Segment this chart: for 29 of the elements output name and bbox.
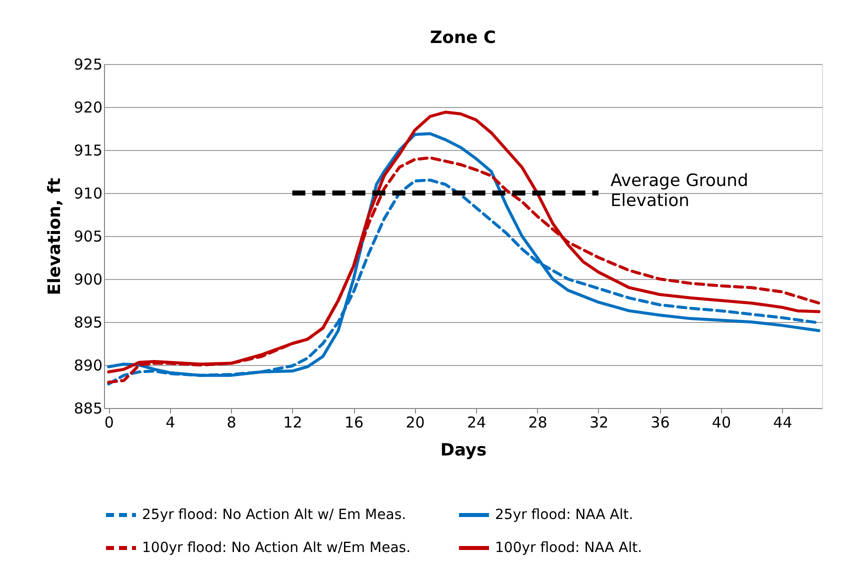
chart-title: Zone C <box>430 28 496 48</box>
series-label: Average Ground Elevation <box>610 171 748 211</box>
y-tick-label: 925 <box>74 56 102 74</box>
y-tick-label: 905 <box>74 228 102 246</box>
x-tick-label: 28 <box>528 414 548 432</box>
x-tick-label: 24 <box>466 414 486 432</box>
y-tick-label: 885 <box>74 400 102 418</box>
x-tick-label: 16 <box>344 414 364 432</box>
x-tick-label: 36 <box>650 414 670 432</box>
legend-label: 100yr flood: No Action Alt w/Em Meas. <box>142 540 411 556</box>
x-tick-label: 12 <box>283 414 302 432</box>
y-tick-label: 920 <box>74 98 102 116</box>
x-axis-title: Days <box>440 440 487 460</box>
y-tick-label: 895 <box>74 314 102 332</box>
legend-label: 100yr flood: NAA Alt. <box>495 540 642 556</box>
y-tick-label: 910 <box>74 184 102 202</box>
legend-label: 25yr flood: No Action Alt w/ Em Meas. <box>142 507 406 523</box>
y-axis-title: Elevation, ft <box>44 178 65 296</box>
x-tick-label: 44 <box>773 414 792 432</box>
y-tick-label: 900 <box>74 270 102 288</box>
x-tick-label: 32 <box>589 414 609 432</box>
x-tick-label: 4 <box>166 414 176 432</box>
x-tick-label: 40 <box>712 414 732 432</box>
y-tick-label: 915 <box>74 142 102 160</box>
x-tick-label: 0 <box>104 414 114 432</box>
x-tick-label: 8 <box>226 414 236 432</box>
legend-label: 25yr flood: NAA Alt. <box>495 507 634 523</box>
y-tick-label: 890 <box>74 356 102 374</box>
x-tick-label: 20 <box>406 414 425 432</box>
